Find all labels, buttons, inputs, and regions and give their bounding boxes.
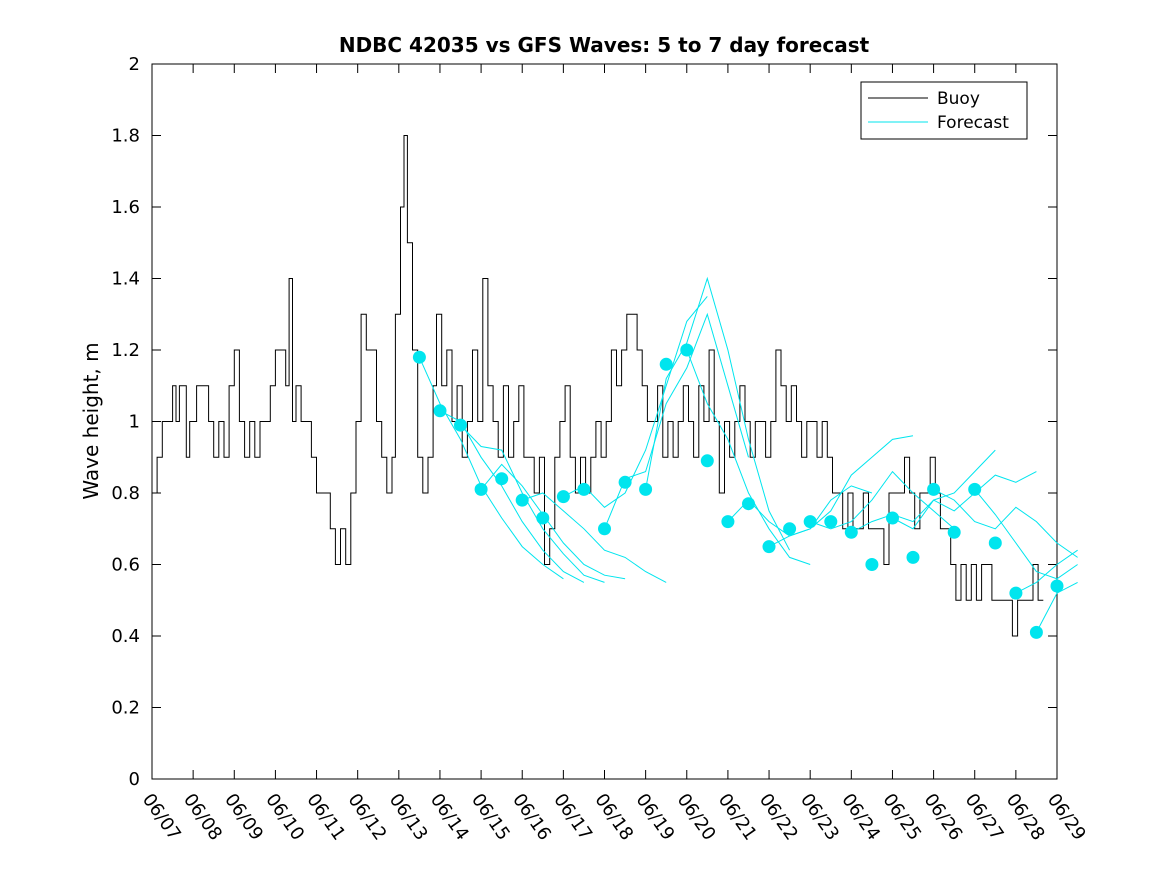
forecast-run-line [480,463,626,580]
x-tick-label: 06/18 [590,790,637,845]
legend: Buoy Forecast [860,81,1028,140]
forecast-marker [515,493,529,507]
x-tick-label: 06/20 [673,790,720,845]
x-tick-label: 06/17 [549,790,596,845]
forecast-marker [433,404,447,418]
buoy-series-line [152,135,1044,637]
plot-area: 00.20.40.60.811.21.41.61.8206/0706/0806/… [111,54,1090,844]
forecast-marker [680,343,694,357]
x-tick-label: 06/28 [1002,790,1049,845]
forecast-marker [886,511,899,525]
forecast-marker [947,525,961,539]
forecast-run-line [418,356,564,580]
legend-forecast-label: Forecast [937,113,1009,133]
y-tick-label: 1.2 [111,340,140,361]
forecast-marker [474,482,488,496]
y-tick-label: 1.4 [111,269,140,290]
forecast-run-line [851,449,996,533]
forecast-marker [700,454,714,468]
y-tick-label: 0.4 [111,626,140,647]
forecast-run-line [460,424,605,583]
forecast-run-line [974,489,1078,580]
forecast-run-line [810,470,955,530]
x-tick-label: 06/15 [467,790,514,845]
forecast-marker [412,350,426,364]
x-tick-label: 06/29 [1043,790,1090,845]
x-tick-label: 06/23 [796,790,843,845]
x-tick-label: 06/26 [919,790,966,845]
forecast-marker [598,522,611,536]
forecast-marker [906,550,920,564]
forecast-run-line [686,349,811,565]
forecast-run-line [645,276,791,551]
forecast-marker [968,482,982,496]
forecast-run-line [933,488,1078,558]
y-tick-label: 1 [129,412,140,433]
forecast-marker [824,515,838,529]
forecast-marker [1050,579,1064,593]
forecast-marker [988,536,1002,550]
forecast-marker [556,490,570,504]
legend-box [860,81,1028,140]
forecast-marker [844,525,858,539]
x-tick-label: 06/07 [138,790,185,845]
x-tick-label: 06/12 [344,790,391,845]
forecast-marker [577,482,591,496]
forecast-marker [1009,586,1023,600]
axes-box [151,63,1058,780]
x-tick-label: 06/11 [302,790,349,845]
x-tick-label: 06/22 [755,790,802,845]
y-tick-label: 0.6 [111,555,140,576]
y-axis-label: Wave height, m [79,342,103,499]
x-tick-label: 06/16 [508,790,555,845]
x-tick-label: 06/25 [878,790,925,845]
x-tick-label: 06/27 [961,790,1008,845]
forecast-run-line [1035,581,1078,633]
legend-buoy-label: Buoy [937,89,980,109]
x-tick-label: 06/13 [385,790,432,845]
forecast-run-line [1015,549,1078,594]
y-tick-label: 0.2 [111,698,140,719]
forecast-marker [762,540,776,554]
x-tick-label: 06/09 [220,790,267,845]
forecast-marker [618,475,632,489]
forecast-marker [783,522,797,536]
forecast-marker [742,497,755,511]
forecast-marker [927,482,941,496]
forecast-marker [536,511,550,525]
forecast-marker [495,472,509,486]
x-tick-label: 06/24 [837,790,884,845]
chart-title: NDBC 42035 vs GFS Waves: 5 to 7 day fore… [339,33,870,57]
forecast-run-line [768,435,914,548]
y-tick-label: 1.6 [111,197,140,218]
x-tick-label: 06/10 [261,790,308,845]
x-tick-label: 06/19 [632,790,679,845]
forecast-run-line [522,492,667,583]
x-tick-label: 06/14 [426,790,473,845]
forecast-marker [454,418,467,432]
forecast-marker [803,515,817,529]
y-tick-label: 1.8 [111,126,140,147]
forecast-marker [659,357,673,371]
forecast-run-line [892,471,1037,530]
y-tick-label: 0 [129,769,140,790]
y-tick-label: 2 [129,54,140,75]
forecast-marker [721,515,735,529]
forecast-marker [639,482,653,496]
x-tick-label: 06/21 [714,790,761,845]
x-tick-label: 06/08 [179,790,226,845]
y-tick-label: 0.8 [111,483,140,504]
forecast-marker [1029,625,1043,639]
forecast-marker [865,558,879,571]
